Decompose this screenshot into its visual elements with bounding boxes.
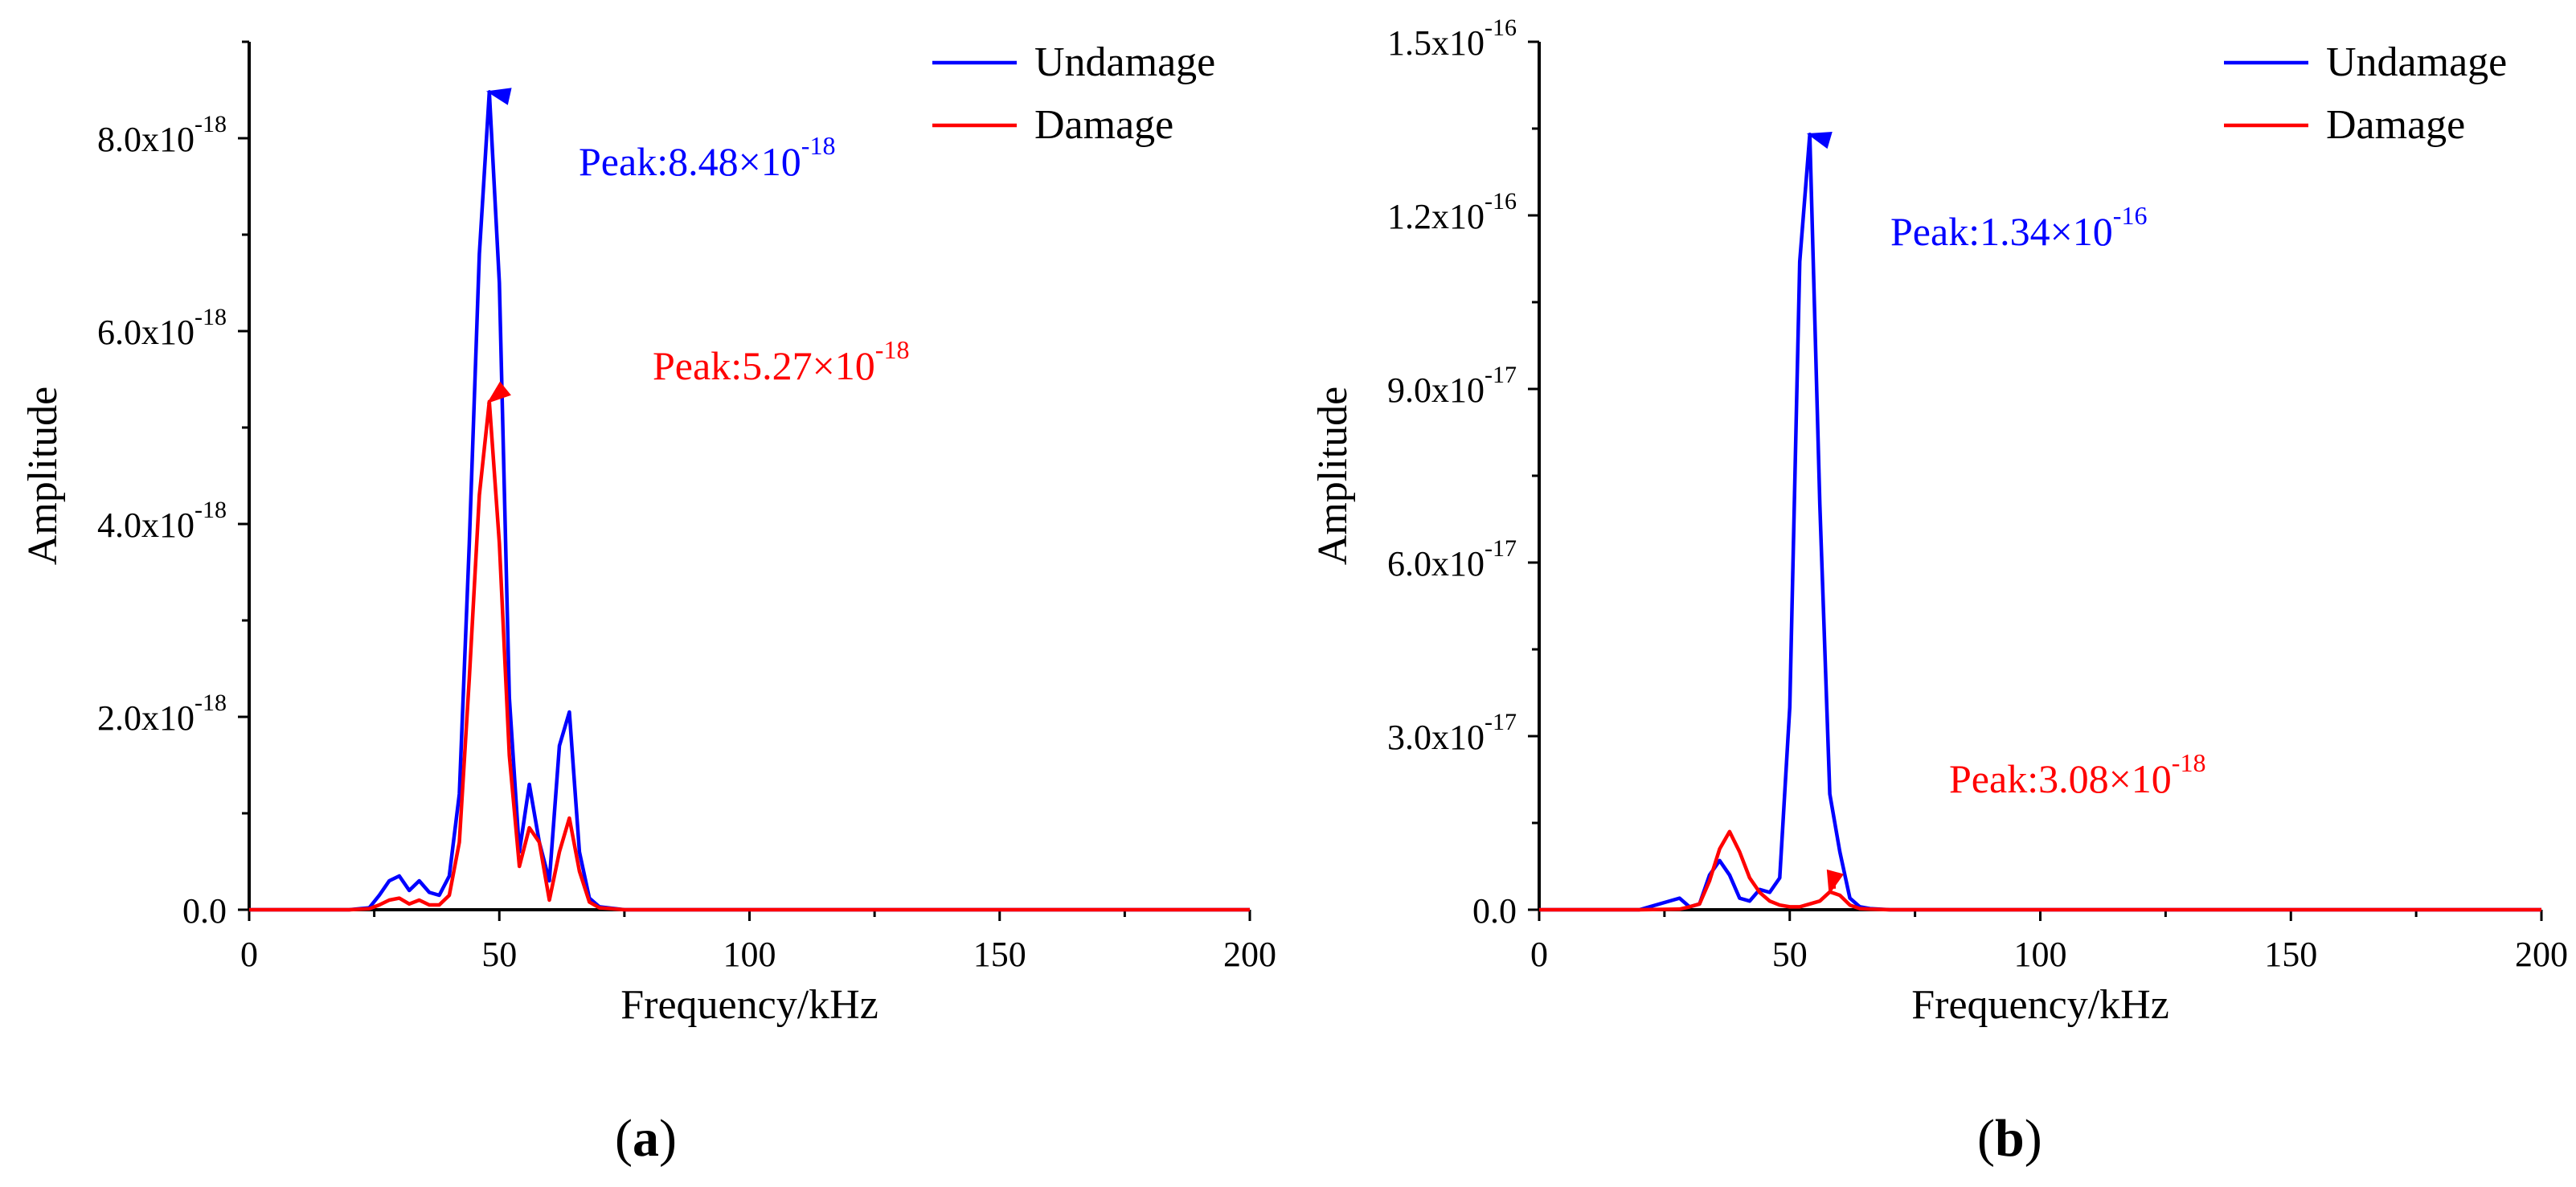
annotation-label-damage: Peak:3.08×10-18 (1949, 748, 2205, 801)
annotation-label-undamage: Peak:8.48×10-18 (579, 131, 835, 184)
panel-label-open-paren: ( (615, 1109, 633, 1168)
annotation-label-undamage: Peak:1.34×10-16 (1890, 201, 2147, 254)
y-tick-mantissa: 4.0x10 (97, 505, 195, 545)
x-tick-label: 0 (1530, 935, 1548, 974)
x-axis-title: Frequency/kHz (1911, 982, 2169, 1028)
chart-panel-a: 0 50 100 150 2000.02.0x10-184.0x10-186.0x10-… (20, 39, 1276, 1168)
annotation-exponent: -18 (2172, 748, 2206, 777)
y-tick-mantissa: 0.0 (1472, 891, 1517, 931)
y-tick-label: 6.0x10-18 (97, 304, 227, 352)
x-tick-label: 100 (2014, 935, 2067, 974)
x-tick-label: 200 (2515, 935, 2568, 974)
y-tick-mantissa: 1.5x10 (1387, 23, 1485, 63)
x-tick-label: 100 (723, 935, 776, 974)
y-tick-exponent: -18 (195, 304, 227, 330)
y-tick-exponent: -18 (195, 497, 227, 523)
series-line-damage (1539, 829, 2541, 912)
y-tick-label: 9.0x10-17 (1387, 362, 1517, 410)
y-tick-exponent: -16 (1485, 14, 1517, 41)
y-tick-exponent: -17 (1485, 709, 1517, 735)
legend-label: Damage (1034, 102, 1173, 148)
annotation-exponent: -16 (2113, 201, 2148, 230)
x-tick-label: 150 (973, 935, 1026, 974)
panel-label-close-paren: ) (659, 1109, 677, 1168)
chart-panel-b: 0 50 100 150 2000.03.0x10-176.0x10-179.0x10-… (1310, 14, 2568, 1168)
y-axis-title: Amplitude (1310, 387, 1356, 565)
annotation-text: Peak:5.27×10 (653, 343, 875, 388)
y-tick-label: 6.0x10-17 (1387, 535, 1517, 583)
y-tick-exponent: -17 (1485, 362, 1517, 388)
y-tick-mantissa: 0.0 (182, 891, 227, 931)
y-tick-exponent: -18 (195, 111, 227, 137)
y-tick-label: 3.0x10-17 (1387, 709, 1517, 757)
annotation-text: Peak:1.34×10 (1890, 209, 2113, 254)
y-tick-label: 4.0x10-18 (97, 497, 227, 545)
y-tick-exponent: -16 (1485, 188, 1517, 215)
panel-label-letter: a (633, 1109, 659, 1168)
y-tick-label: 1.5x10-16 (1387, 14, 1517, 63)
y-tick-mantissa: 8.0x10 (97, 120, 195, 159)
x-tick-label: 50 (481, 935, 517, 974)
x-axis-title: Frequency/kHz (620, 982, 878, 1028)
y-tick-exponent: -18 (195, 690, 227, 716)
annotation-exponent: -18 (875, 335, 910, 364)
y-tick-exponent: -17 (1485, 535, 1517, 562)
annotation-text: Peak:3.08×10 (1949, 756, 2172, 801)
y-tick-mantissa: 9.0x10 (1387, 370, 1485, 410)
annotation-arrowhead (485, 88, 512, 105)
y-tick-label: 8.0x10-18 (97, 111, 227, 159)
annotation-label-damage: Peak:5.27×10-18 (653, 335, 909, 388)
legend-label: Undamage (2326, 39, 2507, 85)
series-line-undamage (249, 90, 1250, 912)
y-tick-mantissa: 6.0x10 (97, 313, 195, 352)
y-tick-mantissa: 3.0x10 (1387, 718, 1485, 757)
series-line-damage (249, 399, 1250, 912)
panel-label-close-paren: ) (2025, 1109, 2042, 1168)
x-tick-label: 200 (1223, 935, 1276, 974)
y-tick-label: 1.2x10-16 (1387, 188, 1517, 236)
y-tick-label: 0.0 (182, 891, 227, 931)
y-tick-mantissa: 6.0x10 (1387, 544, 1485, 583)
y-axis-title: Amplitude (20, 387, 66, 565)
legend-label: Damage (2326, 102, 2465, 148)
y-tick-mantissa: 1.2x10 (1387, 197, 1485, 236)
y-tick-mantissa: 2.0x10 (97, 698, 195, 738)
panel-label: (b) (1977, 1109, 2042, 1168)
annotation-text: Peak:8.48×10 (579, 139, 801, 184)
x-tick-label: 0 (240, 935, 258, 974)
x-tick-label: 50 (1772, 935, 1808, 974)
annotation-arrowhead (1806, 131, 1833, 149)
annotation-arrowhead (1826, 869, 1845, 895)
annotation-arrowhead (486, 381, 511, 404)
annotation-exponent: -18 (801, 131, 836, 160)
panel-label-open-paren: ( (1977, 1109, 1995, 1168)
y-tick-label: 0.0 (1472, 891, 1517, 931)
panel-label: (a) (615, 1109, 677, 1168)
legend-label: Undamage (1034, 39, 1215, 85)
panel-label-letter: b (1995, 1109, 2025, 1168)
y-tick-label: 2.0x10-18 (97, 690, 227, 738)
x-tick-label: 150 (2264, 935, 2317, 974)
